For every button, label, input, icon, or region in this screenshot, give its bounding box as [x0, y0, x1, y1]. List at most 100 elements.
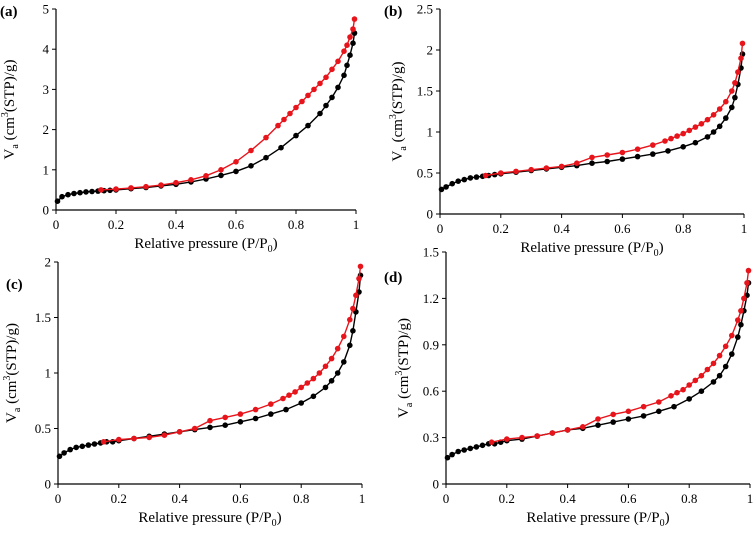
desorption-point [534, 433, 540, 439]
adsorption-point [350, 328, 356, 334]
y-tick-label: 1 [43, 162, 50, 177]
adsorption-point [71, 190, 77, 197]
x-tick-label: 0.6 [232, 491, 249, 506]
adsorption-point [716, 123, 723, 130]
desorption-point [710, 360, 717, 367]
y-axis-label: Va (cm3(STP)/g) [388, 62, 409, 162]
y-tick-label: 0.3 [423, 430, 439, 445]
adsorption-point [461, 447, 468, 453]
desorption-point [356, 275, 362, 282]
y-tick-label: 1.5 [417, 84, 433, 99]
x-tick-label: 0 [437, 221, 444, 236]
adsorption-point [54, 198, 61, 204]
desorption-point [498, 170, 504, 176]
desorption-point [716, 352, 723, 359]
desorption-point [347, 316, 353, 323]
adsorption-point [449, 180, 456, 187]
desorption-line [491, 270, 750, 443]
axis-lines [445, 252, 750, 485]
adsorption-point [461, 176, 468, 183]
desorption-point [263, 134, 269, 141]
adsorption-point [85, 442, 92, 448]
adsorption-point [334, 370, 341, 376]
y-tick-label: 1.5 [35, 310, 51, 325]
desorption-point [281, 116, 287, 123]
desorption-point [589, 154, 595, 161]
adsorption-point [252, 415, 259, 422]
adsorption-point [710, 379, 717, 385]
desorption-point [723, 98, 729, 105]
desorption-point [268, 401, 274, 407]
adsorption-point [323, 102, 329, 109]
panel-label: (d) [384, 270, 402, 286]
desorption-point [287, 110, 293, 117]
y-tick-label: 0 [433, 477, 440, 492]
y-axis-label: Va (cm3(STP)/g) [394, 318, 415, 418]
desorption-point [680, 386, 686, 393]
y-tick-label: 2 [43, 122, 50, 137]
x-axis-label: Relative pressure (P/P0) [138, 510, 281, 529]
x-tick-label: 0.4 [559, 491, 576, 506]
desorption-point [656, 399, 662, 405]
adsorption-point [665, 148, 671, 154]
x-tick-label: 1 [741, 221, 748, 236]
adsorption-point [473, 174, 480, 180]
adsorption-point [738, 321, 744, 328]
desorption-point [252, 406, 259, 413]
desorption-point [482, 172, 489, 179]
panel-label: (c) [6, 277, 23, 293]
desorption-point [625, 408, 632, 415]
desorption-point [640, 403, 647, 410]
y-tick-label: 4 [43, 42, 50, 57]
adsorption-point [335, 84, 341, 91]
y-tick-label: 0 [427, 207, 434, 222]
adsorption-point [723, 115, 729, 121]
adsorption-point [107, 187, 113, 194]
adsorption-point [589, 160, 595, 166]
adsorption-point [322, 384, 329, 391]
adsorption-point [344, 62, 350, 69]
desorption-point [716, 106, 723, 112]
desorption-line [103, 266, 362, 443]
desorption-point [335, 58, 341, 65]
panel-label: (a) [0, 4, 18, 20]
x-tick-label: 0.2 [499, 491, 515, 506]
desorption-point [488, 439, 495, 446]
adsorption-point [283, 406, 289, 413]
adsorption-point [732, 94, 738, 101]
x-tick-label: 0.4 [553, 221, 570, 236]
adsorption-point [56, 453, 63, 460]
desorption-point [299, 98, 305, 105]
desorption-point [222, 414, 228, 421]
adsorption-point [207, 424, 213, 431]
desorption-point [692, 377, 699, 384]
desorption-point [310, 375, 317, 382]
adsorption-point [268, 411, 274, 417]
x-tick-label: 0 [53, 217, 60, 232]
desorption-point [192, 425, 198, 432]
adsorption-point [610, 419, 616, 425]
desorption-point [350, 26, 356, 32]
y-tick-label: 0.6 [423, 384, 440, 399]
adsorption-point [248, 163, 254, 169]
desorption-point [233, 159, 239, 165]
desorption-point [686, 382, 692, 388]
adsorption-point [449, 451, 455, 458]
y-tick-label: 0.5 [417, 166, 433, 181]
adsorption-point [347, 342, 353, 349]
panel-b: 0 0.2 0.4 0.6 0.8 1 0 0.5 1 1.5 2 2.5 (b) Relative pr… [384, 2, 747, 260]
adsorption-point [467, 445, 474, 452]
desorption-point [298, 384, 305, 391]
adsorption-point [77, 189, 83, 196]
adsorption-point [310, 393, 317, 400]
x-axis-label: Relative pressure (P/P0) [520, 240, 663, 259]
y-tick-label: 3 [43, 82, 50, 97]
desorption-point [574, 160, 580, 166]
adsorption-point [350, 40, 356, 46]
x-tick-label: 0.6 [228, 217, 245, 232]
adsorption-point [59, 193, 65, 200]
desorption-point [344, 42, 350, 48]
desorption-point [323, 74, 329, 81]
adsorption-point [455, 178, 462, 184]
panel-c: 0 0.2 0.4 0.6 0.8 1 0 0.5 1 1.5 2 (c) Relative press… [2, 255, 365, 530]
